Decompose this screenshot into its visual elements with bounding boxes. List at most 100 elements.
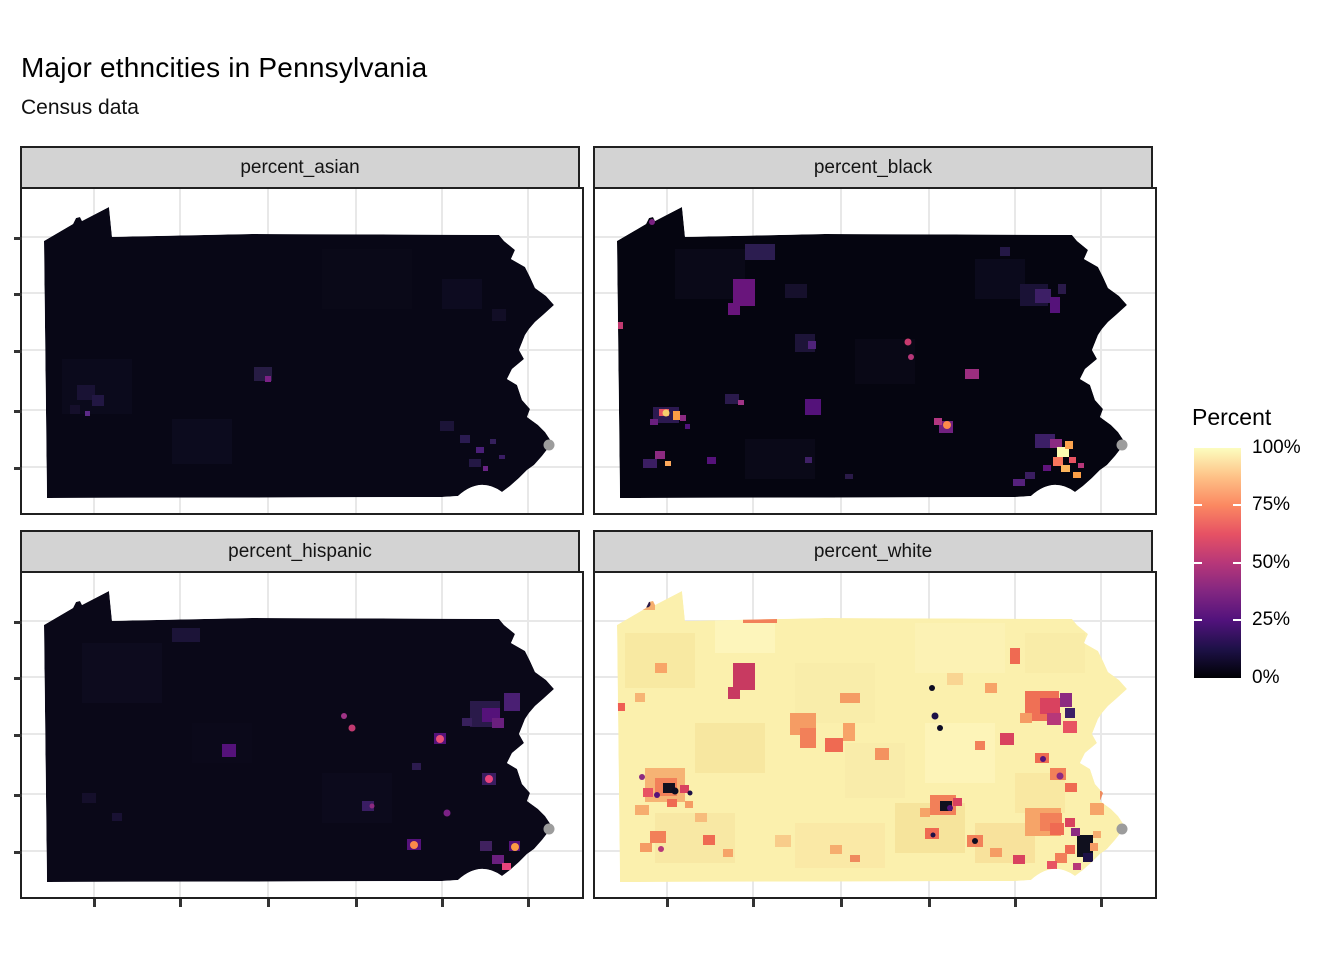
tract-patch	[733, 663, 755, 690]
tract-patch	[1065, 818, 1075, 827]
tract-patch	[639, 774, 645, 780]
tract-patch	[805, 399, 821, 415]
tract-patch	[920, 808, 930, 817]
tract-patch	[77, 385, 95, 400]
tract-patch	[875, 748, 889, 760]
x-axis-tick	[267, 899, 270, 907]
tract-patch	[1060, 693, 1072, 707]
plot-title: Major ethncities in Pennsylvania	[21, 52, 428, 83]
tract-patch	[1093, 831, 1101, 838]
tract-patch	[934, 418, 942, 425]
tract-patch	[695, 723, 765, 773]
tract-patch	[685, 801, 693, 808]
tract-patch	[1065, 783, 1077, 792]
map-percent-white	[593, 571, 1157, 899]
tract-patch	[745, 244, 775, 260]
tract-patch	[490, 439, 496, 444]
tract-patch	[222, 744, 236, 757]
na-tract-marker	[1116, 823, 1128, 835]
tract-patch	[1073, 863, 1081, 870]
tract-patch	[745, 439, 815, 479]
tract-patch	[265, 376, 271, 382]
tract-patch	[1053, 457, 1063, 466]
tract-patch	[476, 447, 484, 453]
na-tract-marker	[1116, 439, 1128, 451]
legend-label-50: 50%	[1252, 552, 1291, 573]
tract-patch	[785, 284, 807, 298]
tract-patch	[940, 801, 952, 811]
legend: Percent 100% 75% 50% 25% 0%	[1190, 404, 1344, 704]
tract-patch	[965, 369, 979, 379]
facet-strip-label: percent_black	[813, 156, 933, 178]
tract-patch	[1061, 465, 1070, 472]
tract-patch	[635, 805, 649, 815]
tract-patch	[725, 394, 739, 404]
tract-patch	[412, 763, 421, 770]
tract-patch	[929, 685, 935, 691]
tract-patch	[362, 801, 374, 811]
tract-patch	[665, 461, 671, 466]
tract-patch	[643, 600, 651, 608]
tract-patch	[625, 633, 695, 688]
tract-patch	[1050, 439, 1062, 448]
tract-patch	[1010, 648, 1020, 664]
tract-patch	[460, 435, 470, 443]
tract-patch	[972, 838, 978, 844]
tract-patch	[663, 783, 675, 793]
tract-patch	[1025, 472, 1035, 479]
tract-patch	[990, 848, 1002, 857]
tract-patch	[1073, 472, 1081, 478]
tract-patch	[650, 419, 658, 425]
colorbar-tick-25	[1194, 619, 1202, 621]
facet-percent-asian: percent_asian	[14, 146, 584, 517]
tract-patch	[1050, 823, 1064, 835]
colorbar-tick-50	[1233, 562, 1241, 564]
facet-percent-black: percent_black	[593, 146, 1157, 517]
tract-patch	[723, 849, 733, 857]
tract-patch	[1047, 713, 1061, 725]
tract-patch	[1025, 633, 1085, 673]
tract-patch	[172, 419, 232, 464]
tract-patch	[1040, 756, 1046, 762]
state-map-group	[617, 207, 1127, 498]
tract-patch	[662, 409, 670, 417]
tract-patch	[680, 415, 686, 421]
tract-patch	[1047, 861, 1057, 869]
tract-patch	[1013, 855, 1025, 864]
tract-patch	[436, 735, 444, 743]
tract-patch	[953, 798, 962, 806]
tract-patch	[985, 683, 997, 693]
tract-patch	[1040, 698, 1060, 714]
legend-label-0: 0%	[1252, 667, 1280, 688]
tract-patch	[800, 728, 816, 748]
tract-patch	[1090, 843, 1098, 851]
tract-patch	[1035, 289, 1051, 303]
legend-colorbar	[1194, 448, 1241, 678]
facet-strip-label: percent_asian	[240, 156, 360, 178]
tract-patch	[617, 703, 625, 711]
tract-patch	[843, 723, 855, 741]
state-map-group	[617, 591, 1127, 882]
tract-patch	[1050, 297, 1060, 313]
tract-patch	[172, 628, 200, 642]
tract-patch	[975, 741, 985, 750]
tract-patch	[492, 855, 504, 864]
tract-patch	[92, 395, 104, 406]
x-axis-tick	[179, 899, 182, 907]
y-axis-tick	[14, 794, 22, 797]
facet-strip-percent-asian: percent_asian	[20, 146, 580, 189]
tract-patch	[492, 309, 506, 321]
state-shape	[44, 207, 554, 498]
tract-patch	[840, 693, 860, 703]
tract-patch	[369, 803, 375, 809]
tract-patch	[410, 841, 418, 849]
tract-patch	[937, 725, 943, 731]
tract-patch	[728, 303, 740, 315]
tract-patch	[707, 457, 716, 464]
tract-patch	[738, 400, 744, 405]
tract-patch	[728, 687, 740, 699]
y-axis-tick	[14, 467, 22, 470]
tract-patch	[655, 451, 665, 459]
tract-patch	[680, 785, 689, 793]
